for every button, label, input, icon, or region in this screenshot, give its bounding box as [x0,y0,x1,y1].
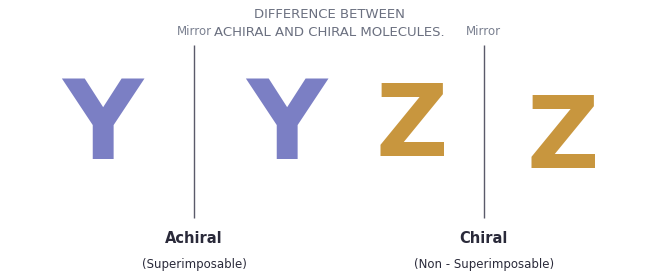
Text: Z: Z [526,92,599,188]
Text: (Superimposable): (Superimposable) [141,258,247,270]
Text: Y: Y [246,75,326,182]
Text: Mirror: Mirror [466,25,501,38]
Text: Mirror: Mirror [176,25,212,38]
Text: (Non - Superimposable): (Non - Superimposable) [414,258,553,270]
Text: Y: Y [62,75,142,182]
Text: Achiral: Achiral [165,231,223,246]
Text: Chiral: Chiral [459,231,508,246]
Text: DIFFERENCE BETWEEN
ACHIRAL AND CHIRAL MOLECULES.: DIFFERENCE BETWEEN ACHIRAL AND CHIRAL MO… [214,8,444,39]
Text: Z: Z [375,80,447,177]
